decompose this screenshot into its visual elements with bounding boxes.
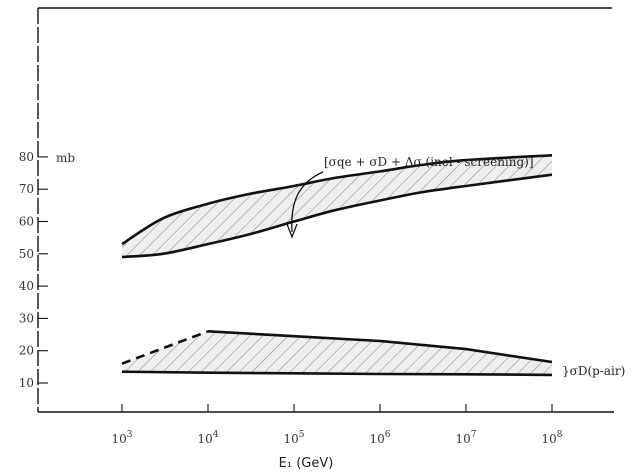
y-ticks: 10 20 30 40 50 60 70 80 <box>19 150 48 390</box>
y-tick-label-2: 30 <box>19 311 34 325</box>
band-upper-line-0 <box>121 154 553 246</box>
upper-band-annotation: [σqe + σD + Δσ (inel - screening)] <box>286 155 534 239</box>
arrow-head <box>286 223 298 239</box>
y-tick-label-5: 60 <box>19 215 34 229</box>
x-tick-label-1: 104 <box>197 430 218 446</box>
y-tick-label-4: 50 <box>19 247 34 261</box>
y-tick-label-7: 80 <box>19 150 34 164</box>
band-lower-line-0 <box>121 173 553 259</box>
y-unit-label: mb <box>56 151 75 165</box>
band-hatch-1 <box>122 331 552 375</box>
x-tick-label-5: 108 <box>541 430 562 446</box>
upper-band-label: [σqe + σD + Δσ (inel - screening)] <box>324 155 534 169</box>
band-hatch-0 <box>122 155 552 257</box>
x-tick-label-3: 106 <box>369 430 390 446</box>
band-1 <box>121 330 553 377</box>
x-tick-label-4: 107 <box>455 430 476 446</box>
plot-frame <box>37 7 614 413</box>
y-tick-label-1: 20 <box>19 344 34 358</box>
band-upper-line-1 <box>207 330 553 364</box>
band-0 <box>121 154 553 259</box>
band-upper-dashed-line-1 <box>121 330 209 365</box>
x-ticks: 103 104 105 106 107 108 <box>111 404 563 446</box>
x-tick-label-2: 105 <box>283 430 304 446</box>
y-tick-label-6: 70 <box>19 182 34 196</box>
y-tick-label-0: 10 <box>19 376 34 390</box>
x-axis-title: E₁ (GeV) <box>279 456 334 471</box>
y-tick-label-3: 40 <box>19 279 34 293</box>
bands <box>121 154 553 377</box>
band-lower-line-1 <box>121 370 553 377</box>
x-tick-label-0: 103 <box>111 430 132 446</box>
lower-band-label: }σD(p-air) <box>562 364 625 378</box>
annotation-arrow <box>291 171 324 233</box>
